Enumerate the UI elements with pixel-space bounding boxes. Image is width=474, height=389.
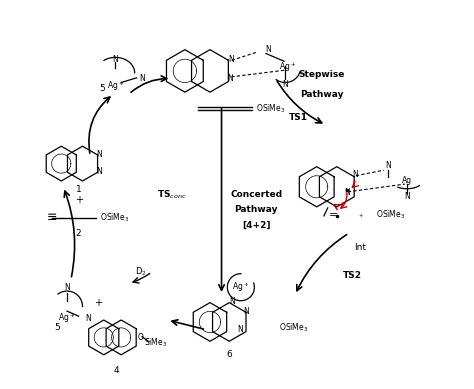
Text: OSiMe$_3$: OSiMe$_3$ (280, 321, 309, 334)
Text: OSiMe$_3$: OSiMe$_3$ (376, 209, 405, 221)
Text: 6: 6 (227, 350, 232, 359)
Text: TS2: TS2 (343, 271, 362, 280)
Text: Ag$^+$: Ag$^+$ (107, 79, 124, 93)
Text: N: N (64, 283, 70, 292)
Text: Int: Int (355, 242, 366, 252)
Text: Ag$^+$: Ag$^+$ (58, 311, 76, 325)
Text: Concerted: Concerted (230, 190, 283, 199)
Text: N: N (96, 149, 102, 159)
Text: 1: 1 (76, 185, 82, 194)
Text: Ag$^+$: Ag$^+$ (232, 280, 249, 294)
Text: N: N (139, 74, 145, 83)
Text: Pathway: Pathway (235, 205, 278, 214)
Text: +: + (94, 298, 102, 308)
Text: N: N (352, 170, 358, 179)
Text: N: N (227, 74, 233, 83)
Text: 5: 5 (55, 323, 60, 332)
Text: N: N (96, 167, 102, 176)
Text: N: N (385, 161, 391, 170)
Text: =: = (329, 210, 338, 220)
Text: ≡: ≡ (46, 211, 57, 224)
Text: N: N (112, 55, 118, 64)
Text: N: N (283, 80, 288, 89)
Text: N: N (344, 188, 350, 197)
Text: +: + (74, 195, 82, 205)
Text: N: N (243, 307, 248, 316)
Text: [4+2]: [4+2] (242, 221, 271, 230)
Text: SiMe$_3$: SiMe$_3$ (144, 336, 168, 349)
Text: OSiMe$_3$: OSiMe$_3$ (256, 102, 286, 115)
Text: N: N (237, 325, 243, 334)
Text: N: N (265, 45, 271, 54)
Text: 4: 4 (113, 366, 118, 375)
Text: 5: 5 (99, 84, 105, 93)
Text: OSiMe$_3$: OSiMe$_3$ (100, 212, 129, 224)
Text: O: O (137, 333, 143, 342)
Text: Pathway: Pathway (300, 89, 344, 98)
Text: $^+$: $^+$ (357, 214, 364, 220)
Text: D$_2$: D$_2$ (135, 266, 146, 278)
Text: N: N (85, 314, 91, 322)
Text: Ag: Ag (402, 177, 412, 186)
Text: TS$_{conc}$: TS$_{conc}$ (156, 188, 186, 201)
Text: Stepwise: Stepwise (299, 70, 345, 79)
Text: Ag$^+$: Ag$^+$ (279, 60, 296, 74)
Text: 2: 2 (76, 229, 82, 238)
Text: N: N (228, 55, 234, 64)
Text: N: N (404, 192, 410, 201)
Text: N: N (229, 297, 235, 306)
Text: TS1: TS1 (289, 113, 308, 122)
